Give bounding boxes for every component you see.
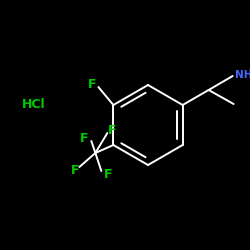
Text: F: F [104,168,112,180]
Text: NH: NH [235,70,250,80]
Text: F: F [108,124,116,138]
Text: F: F [80,132,88,145]
Text: F: F [71,164,80,177]
Text: 2: 2 [249,69,250,78]
Text: HCl: HCl [22,98,46,112]
Text: F: F [88,78,96,92]
